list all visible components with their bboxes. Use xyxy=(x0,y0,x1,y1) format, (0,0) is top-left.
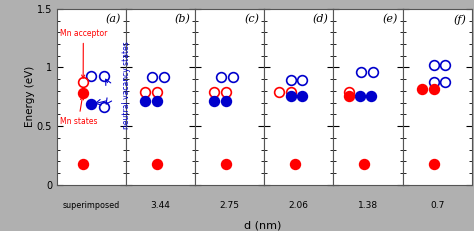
Text: superimposed: superimposed xyxy=(63,201,120,210)
Y-axis label: Energy (eV): Energy (eV) xyxy=(25,66,35,128)
Text: 2.06: 2.06 xyxy=(289,201,309,210)
Text: (b): (b) xyxy=(174,14,190,24)
Text: Mn states: Mn states xyxy=(60,97,97,126)
Text: 1.38: 1.38 xyxy=(358,201,378,210)
Text: (f): (f) xyxy=(454,14,467,25)
Text: 2.75: 2.75 xyxy=(219,201,240,210)
Text: 3.44: 3.44 xyxy=(151,201,171,210)
Text: (e): (e) xyxy=(383,14,398,24)
Text: Mn acceptor: Mn acceptor xyxy=(60,29,107,78)
Text: d (nm): d (nm) xyxy=(245,221,282,231)
Text: (a): (a) xyxy=(106,14,121,24)
Text: 0.7: 0.7 xyxy=(430,201,444,210)
Text: neutral vacancy states: neutral vacancy states xyxy=(121,41,130,129)
Text: (d): (d) xyxy=(313,14,328,24)
Text: (c): (c) xyxy=(245,14,259,24)
